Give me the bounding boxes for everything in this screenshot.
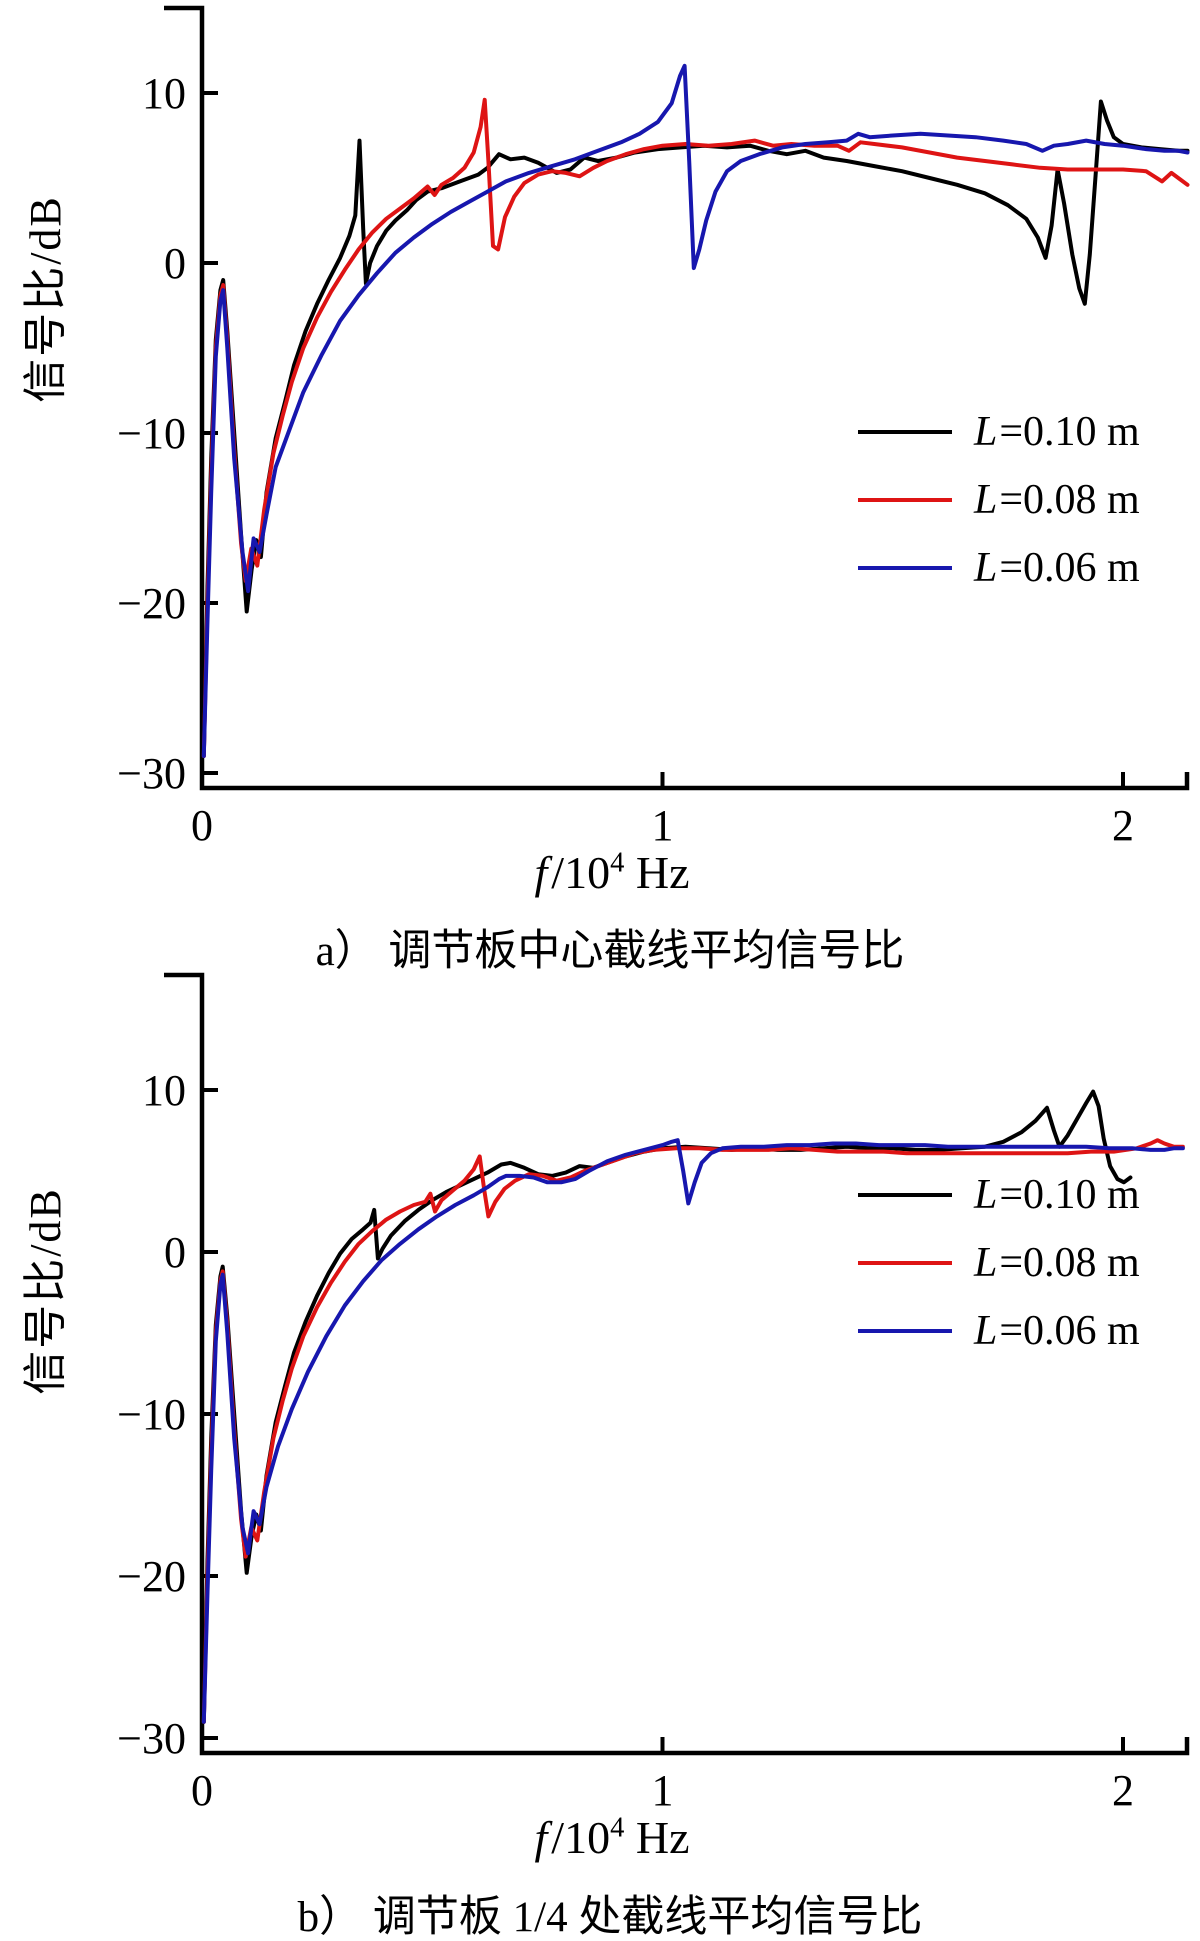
chart-b-legend: L=0.10 m L=0.08 m L=0.06 m — [858, 1161, 1140, 1365]
legend-label: L=0.06 m — [974, 544, 1140, 592]
chart-b-x-axis-label: f/104 Hz — [362, 1811, 862, 1864]
legend-item: L=0.10 m — [858, 1161, 1140, 1229]
legend-label: L=0.10 m — [974, 1171, 1140, 1219]
chart-a-x-tick-label: 1 — [652, 801, 674, 850]
legend-var: L — [974, 409, 998, 455]
legend-value: =0.08 m — [999, 1240, 1140, 1286]
chart-a-y-tick-label: −20 — [117, 579, 186, 628]
chart-b-y-tick-label: −10 — [117, 1390, 186, 1439]
x-axis-label-exponent: 4 — [610, 1812, 625, 1844]
legend-var: L — [974, 1308, 998, 1354]
x-axis-label-symbol: f — [534, 1812, 548, 1863]
chart-a-caption: a） 调节板中心截线平均信号比 — [315, 928, 905, 975]
legend-var: L — [974, 545, 998, 591]
x-axis-label-denominator: /10 — [551, 847, 611, 898]
chart-a-x-tick-label: 0 — [191, 801, 213, 850]
chart-b-y-tick-label: −30 — [117, 1714, 186, 1763]
chart-b-y-tick-label: −20 — [117, 1552, 186, 1601]
legend-var: L — [974, 477, 998, 523]
chart-a-x-tick-label: 2 — [1112, 801, 1134, 850]
x-axis-label-exponent: 4 — [610, 847, 625, 879]
legend-item: L=0.06 m — [858, 534, 1140, 602]
legend-label: L=0.08 m — [974, 1239, 1140, 1287]
legend-label: L=0.06 m — [974, 1307, 1140, 1355]
x-axis-label-denominator: /10 — [551, 1812, 611, 1863]
legend-item: L=0.08 m — [858, 1229, 1140, 1297]
chart-a-y-tick-label: −10 — [117, 409, 186, 458]
chart-a-series-line-l-0.08-m — [201, 97, 1190, 758]
legend-value: =0.10 m — [999, 1172, 1140, 1218]
chart-b-x-tick-label: 0 — [191, 1766, 213, 1815]
chart-a-y-axis-label: 信号比/dB — [21, 195, 70, 403]
chart-b-x-tick-label: 1 — [652, 1766, 674, 1815]
legend-line-sample-red — [858, 1261, 952, 1265]
x-axis-label-unit: Hz — [624, 847, 690, 898]
legend-item: L=0.06 m — [858, 1297, 1140, 1365]
chart-a-series-line-l-0.06-m — [201, 63, 1190, 758]
chart-b-x-tick-label: 2 — [1112, 1766, 1134, 1815]
chart-b-y-tick-label: 10 — [142, 1066, 186, 1115]
legend-line-sample-black — [858, 430, 952, 434]
legend-value: =0.10 m — [999, 409, 1140, 455]
legend-value: =0.06 m — [999, 545, 1140, 591]
legend-line-sample-blue — [858, 1329, 952, 1333]
legend-item: L=0.08 m — [858, 466, 1140, 534]
legend-item: L=0.10 m — [858, 398, 1140, 466]
chart-b-series-line-l-0.06-m — [201, 1138, 1185, 1724]
chart-b-caption: b） 调节板 1/4 处截线平均信号比 — [297, 1894, 923, 1941]
legend-line-sample-blue — [858, 566, 952, 570]
chart-a-legend: L=0.10 m L=0.08 m L=0.06 m — [858, 398, 1140, 602]
x-axis-label-symbol: f — [534, 847, 548, 898]
legend-label: L=0.08 m — [974, 476, 1140, 524]
x-axis-label-unit: Hz — [624, 1812, 690, 1863]
legend-line-sample-red — [858, 498, 952, 502]
chart-b-y-tick-label: 0 — [164, 1228, 186, 1277]
chart-a-y-tick-label: 0 — [164, 239, 186, 288]
chart-a-x-axis-label: f/104 Hz — [362, 846, 862, 899]
legend-line-sample-black — [858, 1193, 952, 1197]
chart-a-y-tick-label: −30 — [117, 749, 186, 798]
legend-var: L — [974, 1240, 998, 1286]
legend-value: =0.06 m — [999, 1308, 1140, 1354]
legend-value: =0.08 m — [999, 477, 1140, 523]
chart-a-y-tick-label: 10 — [142, 69, 186, 118]
legend-var: L — [974, 1172, 998, 1218]
chart-b-y-axis-label: 信号比/dB — [21, 1187, 70, 1395]
legend-label: L=0.10 m — [974, 408, 1140, 456]
